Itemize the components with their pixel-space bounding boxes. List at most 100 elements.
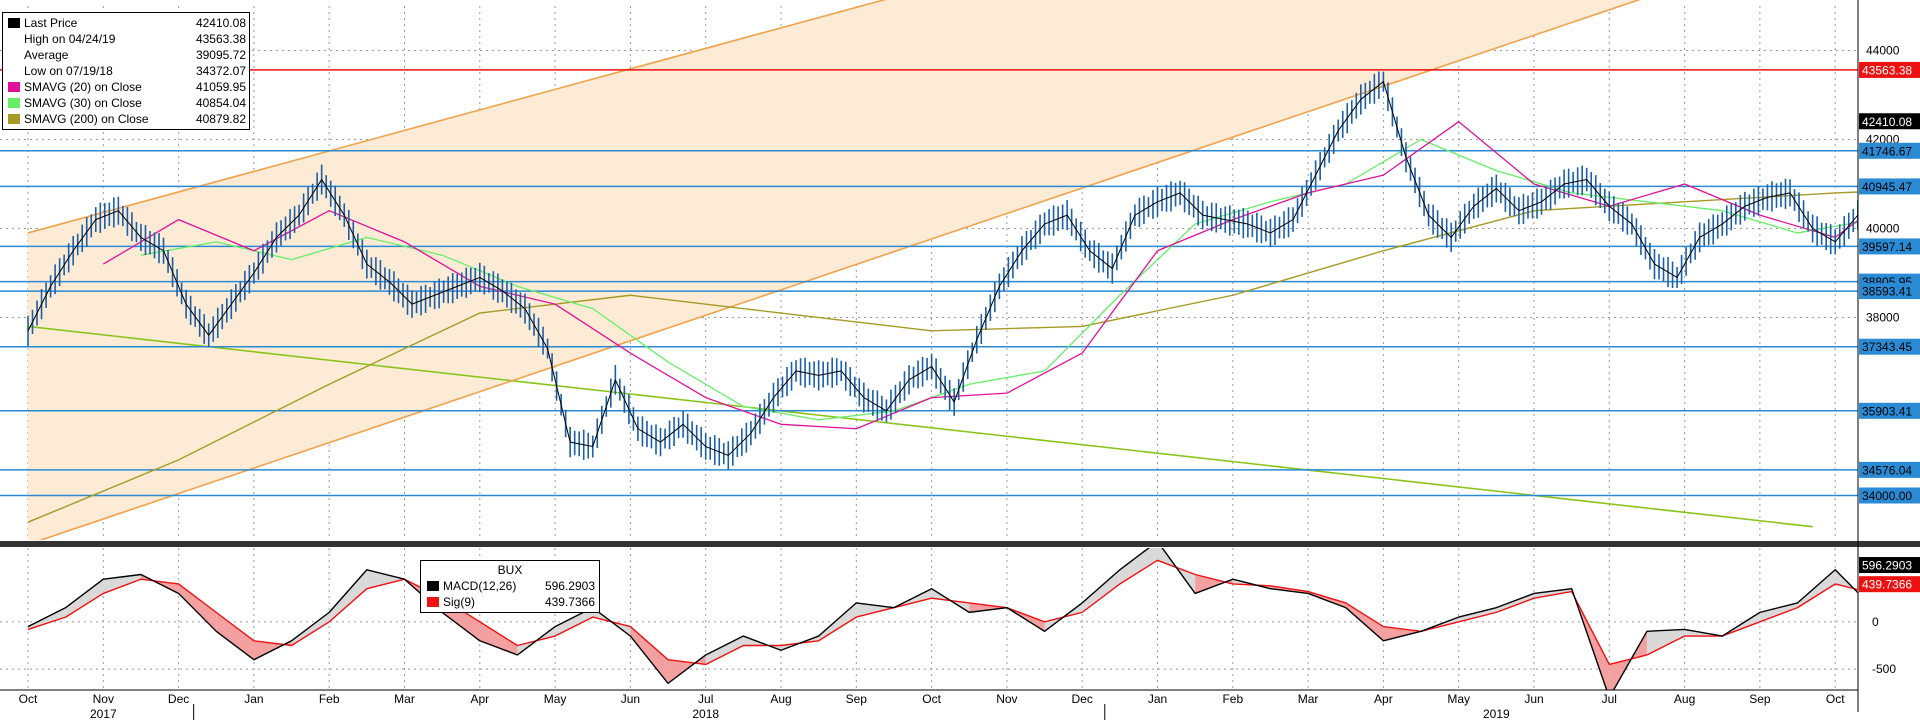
level-label-box	[1859, 178, 1920, 195]
month-tick-label: Mar	[1298, 692, 1319, 706]
macd-panel-grid	[0, 548, 1858, 690]
macd-histogram-fill	[1458, 607, 1497, 622]
level-label: 39597.14	[1862, 240, 1912, 254]
macd-histogram-fill	[479, 621, 518, 655]
legend-value: 596.2903	[544, 579, 595, 593]
legend-label: Low on 07/19/18	[24, 64, 113, 78]
macd-histogram-fill	[1082, 569, 1120, 613]
level-label-box	[1859, 283, 1920, 300]
month-tick-label: Feb	[319, 692, 340, 706]
level-label: 35903.41	[1862, 404, 1912, 418]
month-tick-label: Dec	[168, 692, 189, 706]
trend-line	[38, 0, 1641, 540]
level-label-box	[1859, 61, 1920, 78]
month-tick-label: May	[1447, 692, 1470, 706]
level-label-box	[1859, 487, 1920, 504]
legend-value: 40854.04	[195, 96, 246, 110]
month-tick-label: Jun	[621, 692, 640, 706]
month-tick-label: Sep	[846, 692, 868, 706]
sma30-swatch	[8, 98, 20, 108]
legend-value: 42410.08	[195, 16, 246, 30]
signal-swatch	[427, 597, 439, 607]
legend-label: SMAVG (200) on Close	[24, 112, 149, 126]
macd-histogram-fill	[1797, 569, 1836, 608]
average-marker-icon	[8, 50, 20, 60]
year-tick-label: 2019	[1483, 707, 1510, 721]
month-tick-label: May	[544, 692, 567, 706]
trend-channel-fill	[28, 0, 1639, 540]
legend-item: Average 39095.72	[6, 47, 246, 63]
legend-item: Sig(9) 439.7366	[425, 594, 595, 610]
month-tick-label: Oct	[19, 692, 38, 706]
macd-histogram-fill	[1759, 602, 1798, 622]
legend-label: SMAVG (30) on Close	[24, 96, 142, 110]
macd-histogram-fill	[1383, 626, 1422, 641]
level-label: 43563.38	[1862, 63, 1912, 77]
month-tick-label: Sep	[1749, 692, 1771, 706]
macd-histogram-fill	[969, 602, 1007, 613]
level-label: 41746.67	[1862, 144, 1912, 158]
level-label-box	[1859, 461, 1920, 478]
month-tick-label: Dec	[1072, 692, 1093, 706]
month-tick-label: Aug	[1674, 692, 1695, 706]
macd-histogram-fill	[366, 569, 405, 589]
macd-histogram-fill	[1157, 548, 1196, 594]
month-tick-label: Mar	[394, 692, 415, 706]
sma200-swatch	[8, 114, 20, 124]
legend-item: SMAVG (200) on Close 40879.82	[6, 111, 246, 127]
macd-histogram-fill	[1646, 629, 1685, 655]
legend-item: MACD(12,26) 596.2903	[425, 578, 595, 594]
macd-tick-label: 0	[1872, 615, 1879, 629]
macd-axis: -500 0 596.2903 439.7366	[1859, 557, 1920, 676]
price-legend: Last Price 42410.08 High on 04/24/19 43563…	[2, 12, 250, 130]
month-tick-label: Apr	[1374, 692, 1393, 706]
legend-value: 39095.72	[195, 48, 246, 62]
level-label-box	[1859, 238, 1920, 255]
macd-panel	[27, 548, 1858, 690]
trend-line	[27, 325, 1813, 528]
signal-value-label-box	[1859, 576, 1920, 593]
price-tick-label: 44000	[1866, 44, 1900, 58]
macd-histogram-fill	[103, 574, 141, 594]
macd-histogram-fill	[555, 607, 593, 637]
macd-legend: BUX MACD(12,26) 596.2903 Sig(9) 439.7366	[420, 560, 600, 613]
legend-value: 439.7366	[544, 595, 595, 609]
macd-value-label: 596.2903	[1862, 559, 1912, 573]
level-label: 37343.45	[1862, 340, 1912, 354]
legend-label: MACD(12,26)	[443, 579, 517, 593]
legend-item: Last Price 42410.08	[6, 15, 246, 31]
month-tick-label: Nov	[93, 692, 114, 706]
legend-value: 40879.82	[195, 112, 246, 126]
filled-square-icon	[8, 18, 20, 28]
signal-line	[27, 559, 1858, 666]
price-panel-background	[0, 541, 1920, 547]
legend-label: Sig(9)	[443, 595, 476, 609]
month-tick-label: Jan	[1148, 692, 1167, 706]
month-tick-label: Jul	[1602, 692, 1617, 706]
macd-histogram-fill	[291, 612, 330, 646]
month-tick-label: Jul	[698, 692, 713, 706]
price-axis: 3800040000420004400043563.3841746.674094…	[1857, 0, 1920, 712]
macd-value-label-box	[1859, 557, 1920, 574]
macd-histogram-fill	[178, 583, 217, 632]
macd-histogram-fill	[1195, 574, 1233, 594]
month-tick-label: Jan	[244, 692, 263, 706]
level-label-box	[1859, 142, 1920, 159]
low-marker-icon	[8, 66, 20, 76]
macd-histogram-fill	[65, 579, 104, 618]
trend-line	[27, 0, 887, 234]
legend-item: SMAVG (30) on Close 40854.04	[6, 95, 246, 111]
month-tick-label: Nov	[996, 692, 1017, 706]
high-marker-icon	[8, 34, 20, 44]
year-tick-label: 2018	[692, 707, 719, 721]
macd-histogram-fill	[630, 626, 669, 684]
level-label-box	[1859, 338, 1920, 355]
macd-legend-title: BUX	[497, 563, 523, 577]
macd-histogram-fill	[1496, 593, 1534, 613]
price-line	[27, 81, 1858, 456]
legend-item: High on 04/24/19 43563.38	[6, 31, 246, 47]
time-axis: Oct Nov Dec Jan Feb Mar Apr May Jun Jul Aug Sep Oct N…	[0, 689, 1858, 721]
macd-histogram-fill	[705, 636, 744, 665]
year-tick-label: 2017	[90, 707, 117, 721]
